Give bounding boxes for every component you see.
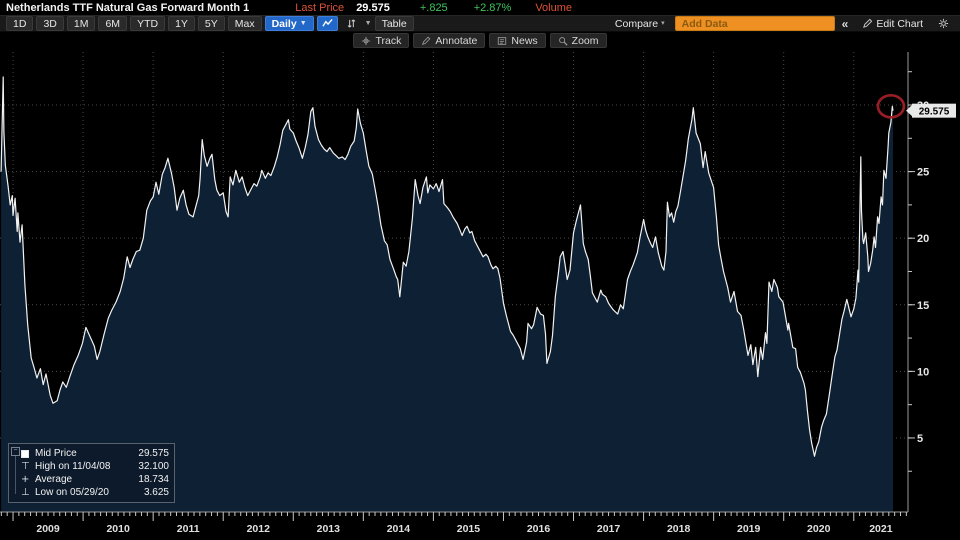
legend-label: Average <box>35 474 73 485</box>
range-button-3d[interactable]: 3D <box>36 16 64 31</box>
annotate-icon <box>421 36 431 46</box>
grid-lines <box>0 52 908 512</box>
edit-chart-button[interactable]: Edit Chart <box>855 16 930 31</box>
range-button-max[interactable]: Max <box>227 16 262 31</box>
range-button-ytd[interactable]: YTD <box>130 16 166 31</box>
svg-text:2014: 2014 <box>387 523 411 535</box>
legend-value: 29.575 <box>138 448 169 459</box>
legend-label: High on 11/04/08 <box>35 461 111 472</box>
range-button-5y[interactable]: 5Y <box>197 16 225 31</box>
volume-label: Volume <box>535 1 573 14</box>
legend-collapse-toggle[interactable]: − <box>11 447 20 456</box>
legend-row-high-on-11-04-08: ⊤ High on 11/04/08 32.100 <box>21 460 169 473</box>
chevron-down-icon: ▼ <box>299 20 307 27</box>
average-marker-icon: + <box>21 473 30 485</box>
svg-text:2012: 2012 <box>247 523 271 535</box>
price-line <box>0 76 894 457</box>
table-button-label: Table <box>381 17 407 30</box>
last-price-label: Last Price <box>295 1 345 14</box>
svg-text:2010: 2010 <box>106 523 130 535</box>
range-button-group: 1D 3D 1M 6M YTD 1Y 5Y Max <box>6 16 262 31</box>
last-price-value: 29.575 <box>356 1 390 14</box>
axis-sort-button[interactable] <box>341 16 362 31</box>
svg-text:2020: 2020 <box>807 523 831 535</box>
news-button-label: News <box>511 34 538 47</box>
svg-text:2019: 2019 <box>737 523 761 535</box>
settings-button[interactable] <box>933 16 954 31</box>
track-icon <box>361 36 371 46</box>
chart-tools-bar: Track Annotate News Zoom <box>0 32 960 49</box>
legend-label: Low on 05/29/20 <box>35 487 109 498</box>
legend-label: Mid Price <box>35 448 77 459</box>
svg-text:10: 10 <box>917 366 929 378</box>
compare-button[interactable]: Compare ▾ <box>608 16 672 31</box>
collapse-panel-icon[interactable]: « <box>841 16 849 31</box>
track-button[interactable]: Track <box>353 33 410 48</box>
chart-legend: − Mid Price 29.575 ⊤ High on 11/04/08 32.100… <box>8 443 175 503</box>
price-chart-canvas[interactable]: 5101520253020092010201120122013201420152… <box>0 49 960 540</box>
add-data-input[interactable]: Add Data <box>674 16 835 31</box>
low-marker-icon: ⊥ <box>21 486 30 498</box>
chevron-down-icon: ▾ <box>661 19 665 27</box>
legend-row-mid-price: Mid Price 29.575 <box>21 447 169 460</box>
period-select[interactable]: Daily ▼ <box>264 16 314 31</box>
security-title: Netherlands TTF Natural Gas Forward Mont… <box>6 1 250 14</box>
svg-text:2017: 2017 <box>597 523 621 535</box>
svg-text:29.575: 29.575 <box>919 106 950 117</box>
price-area-fill <box>1 77 894 512</box>
zoom-button-label: Zoom <box>571 34 599 47</box>
annotate-button-label: Annotate <box>435 34 478 47</box>
zoom-button[interactable]: Zoom <box>549 33 607 48</box>
track-button-label: Track <box>375 34 402 47</box>
price-change: +.825 <box>419 1 448 14</box>
zoom-icon <box>558 36 568 46</box>
price-change-percent: +2.87% <box>473 1 512 14</box>
legend-value: 3.625 <box>143 487 169 498</box>
square-marker-icon <box>21 449 35 458</box>
svg-text:2015: 2015 <box>457 523 481 535</box>
compare-button-label: Compare <box>614 17 659 30</box>
y-axis: 51015202530 <box>907 52 929 512</box>
svg-text:2021: 2021 <box>869 523 893 535</box>
svg-text:2018: 2018 <box>667 523 691 535</box>
line-chart-icon <box>321 18 333 29</box>
legend-rows: Mid Price 29.575 ⊤ High on 11/04/08 32.100 + A… <box>21 447 169 499</box>
x-axis: 2009 2010 2011 2012 2013 2014 2015 2016 2017 2018… <box>0 511 908 535</box>
svg-text:2011: 2011 <box>177 523 200 535</box>
svg-text:15: 15 <box>917 300 929 312</box>
svg-text:2013: 2013 <box>317 523 341 535</box>
legend-value: 18.734 <box>138 474 169 485</box>
svg-text:25: 25 <box>917 167 929 179</box>
svg-text:2016: 2016 <box>527 523 551 535</box>
chart-type-button[interactable] <box>316 16 338 31</box>
sort-arrows-icon <box>346 18 357 29</box>
range-button-1y[interactable]: 1Y <box>168 16 195 31</box>
chart-area: 5101520253020092010201120122013201420152… <box>0 49 960 540</box>
table-button[interactable]: Table <box>374 16 414 31</box>
last-price-badge: 29.575 <box>906 103 956 118</box>
high-marker-icon: ⊤ <box>21 460 30 472</box>
legend-value: 32.100 <box>138 461 169 472</box>
annotate-button[interactable]: Annotate <box>413 33 486 48</box>
chart-toolbar: 1D 3D 1M 6M YTD 1Y 5Y Max Daily ▼ ▼ Table Compa… <box>0 15 960 32</box>
gear-icon <box>938 18 949 29</box>
svg-text:5: 5 <box>917 433 923 445</box>
pencil-icon <box>862 18 873 29</box>
highlight-circle-annotation <box>876 93 906 119</box>
legend-row-low-on-05-29-20: ⊥ Low on 05/29/20 3.625 <box>21 486 169 499</box>
edit-chart-label: Edit Chart <box>876 17 923 30</box>
news-button[interactable]: News <box>489 33 546 48</box>
period-select-label: Daily <box>271 17 297 30</box>
security-header: Netherlands TTF Natural Gas Forward Mont… <box>0 0 960 15</box>
news-icon <box>497 36 507 46</box>
svg-text:20: 20 <box>917 233 929 245</box>
svg-text:2009: 2009 <box>36 523 60 535</box>
range-button-1m[interactable]: 1M <box>66 16 96 31</box>
range-button-1d[interactable]: 1D <box>6 16 34 31</box>
range-button-6m[interactable]: 6M <box>98 16 128 31</box>
more-options-caret[interactable]: ▼ <box>364 20 372 27</box>
legend-row-average: + Average 18.734 <box>21 473 169 486</box>
